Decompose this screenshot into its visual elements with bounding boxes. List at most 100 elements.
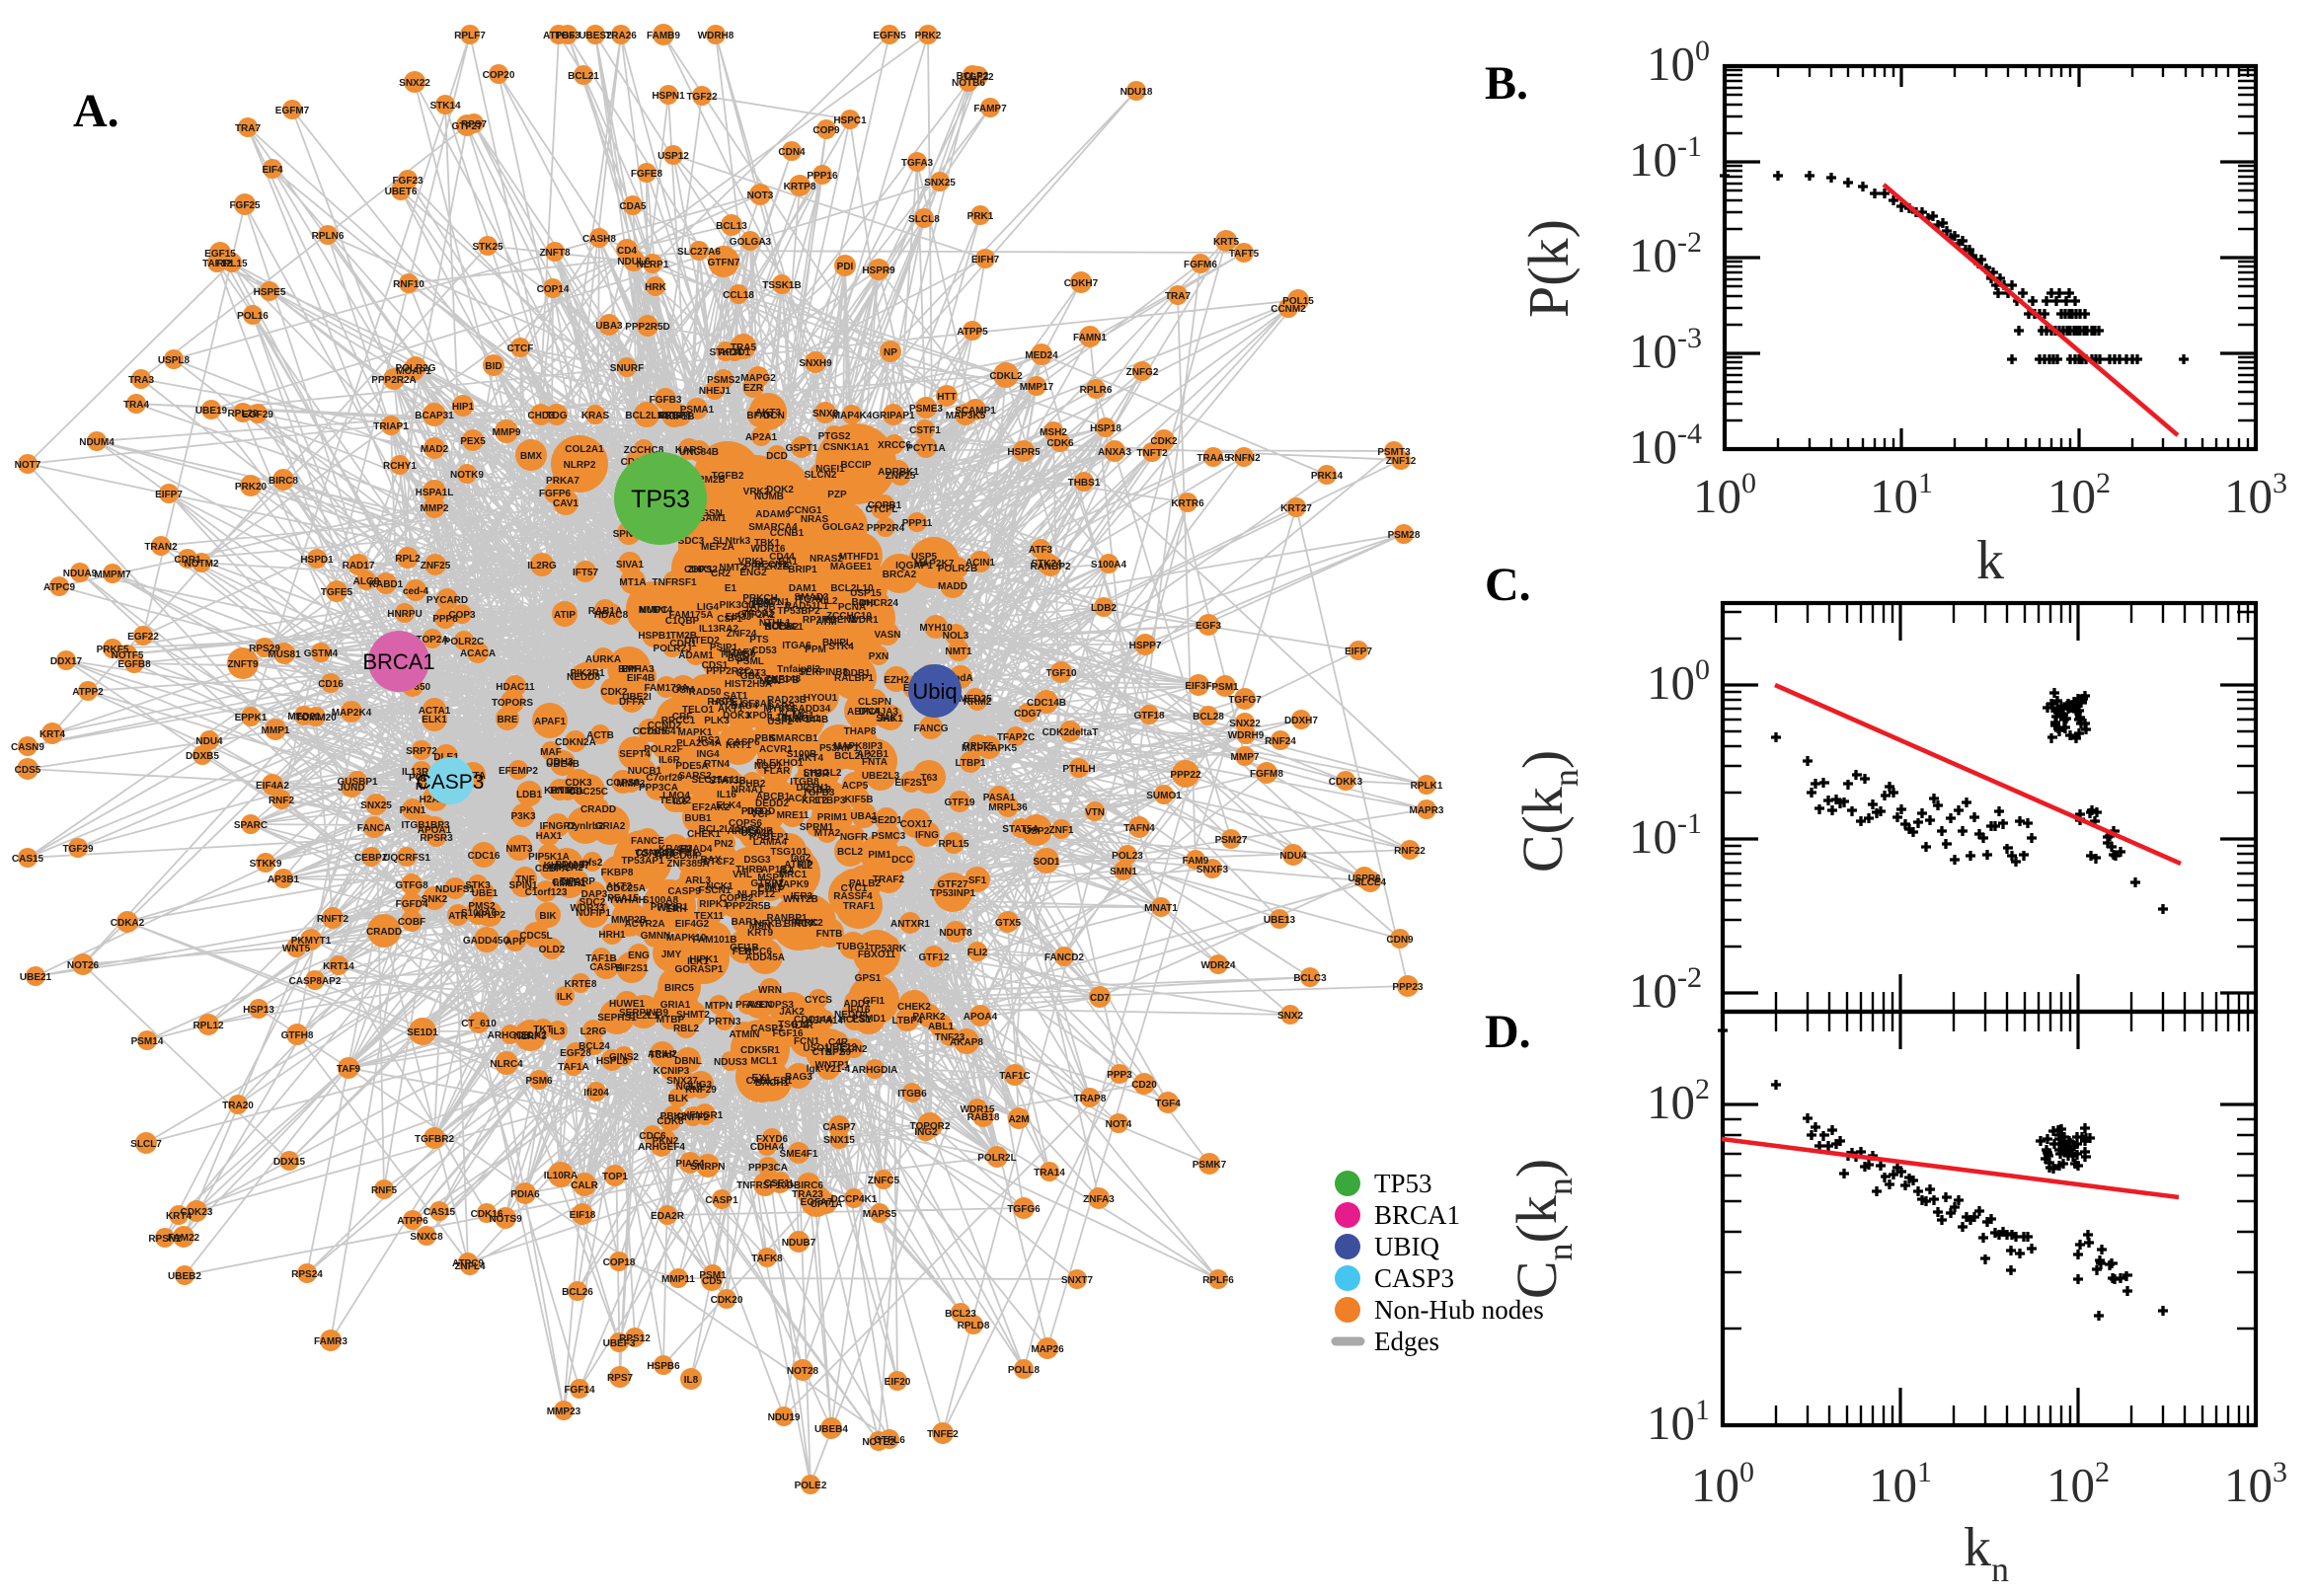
- svg-text:TP53AP1: TP53AP1: [621, 856, 664, 867]
- svg-text:RPL15: RPL15: [938, 839, 969, 850]
- svg-text:PPP3CA: PPP3CA: [639, 783, 678, 794]
- svg-text:ATRIP: ATRIP: [784, 860, 813, 871]
- svg-text:NEDD8: NEDD8: [567, 672, 600, 683]
- svg-text:SLCL7: SLCL7: [130, 1139, 162, 1150]
- svg-text:NGFR: NGFR: [840, 832, 869, 843]
- svg-text:NUFIP1: NUFIP1: [576, 908, 611, 919]
- svg-text:RBBP8: RBBP8: [657, 411, 691, 421]
- svg-text:FAM175A: FAM175A: [668, 610, 713, 621]
- svg-text:ZNF1: ZNF1: [1049, 825, 1074, 836]
- svg-text:FGF25: FGF25: [229, 200, 261, 211]
- svg-text:GADD34: GADD34: [791, 704, 831, 715]
- svg-text:MAP3K5: MAP3K5: [946, 411, 986, 421]
- svg-text:10-2: 10-2: [1629, 961, 1702, 1018]
- svg-text:ALG9: ALG9: [353, 576, 380, 587]
- svg-text:MAPK10: MAPK10: [666, 933, 707, 944]
- svg-text:PASA1: PASA1: [983, 793, 1016, 803]
- svg-text:GTFH8: GTFH8: [281, 1030, 314, 1041]
- svg-text:SIVA1: SIVA1: [616, 560, 645, 570]
- svg-text:POLL8: POLL8: [1008, 1365, 1041, 1376]
- svg-text:APOA1: APOA1: [418, 825, 452, 836]
- svg-text:CDK6: CDK6: [1046, 438, 1074, 449]
- svg-text:ITGB1BP3: ITGB1BP3: [402, 820, 450, 831]
- svg-text:MEF2A: MEF2A: [701, 542, 734, 553]
- svg-text:UBE21: UBE21: [20, 972, 52, 983]
- svg-text:NBN: NBN: [759, 676, 781, 687]
- svg-text:S100A4: S100A4: [1091, 560, 1127, 570]
- svg-text:HDAC8: HDAC8: [594, 610, 629, 621]
- svg-text:MAPK9: MAPK9: [774, 879, 809, 890]
- svg-text:RPS12: RPS12: [619, 1333, 651, 1344]
- svg-text:PLA2G4A: PLA2G4A: [676, 738, 722, 749]
- svg-text:EGF22: EGF22: [127, 632, 159, 643]
- svg-text:NEDD4: NEDD4: [834, 1010, 868, 1021]
- svg-text:CRADD: CRADD: [366, 927, 402, 938]
- svg-text:POLR2C: POLR2C: [444, 637, 485, 647]
- svg-text:MAF: MAF: [540, 747, 562, 758]
- svg-text:CSNK1A1: CSNK1A1: [823, 442, 870, 453]
- svg-text:Tnfaip8l2: Tnfaip8l2: [777, 664, 820, 675]
- svg-text:UBE1: UBE1: [472, 888, 499, 899]
- svg-text:P35: P35: [751, 599, 769, 610]
- svg-text:EFEMP2: EFEMP2: [499, 766, 538, 777]
- svg-text:FCN1: FCN1: [794, 1036, 820, 1047]
- svg-text:GOLGA2: GOLGA2: [822, 522, 865, 533]
- svg-text:RNFF2: RNFF2: [677, 1112, 710, 1123]
- svg-text:WT1: WT1: [656, 903, 678, 914]
- svg-text:MRC1: MRC1: [779, 870, 808, 880]
- svg-text:SDC2: SDC2: [579, 897, 606, 908]
- svg-text:PCNA: PCNA: [838, 602, 866, 613]
- svg-text:CDG7: CDG7: [1014, 709, 1042, 720]
- svg-text:HSPA14: HSPA14: [806, 1016, 844, 1026]
- svg-text:UBES2: UBES2: [579, 31, 612, 41]
- svg-text:PDIA6: PDIA6: [510, 1189, 540, 1200]
- svg-text:DDXH7: DDXH7: [1284, 716, 1318, 726]
- svg-text:WDR24: WDR24: [1200, 960, 1235, 971]
- svg-text:IFNG: IFNG: [915, 830, 939, 841]
- svg-text:PBK2: PBK2: [660, 1111, 687, 1122]
- svg-text:HUWE1: HUWE1: [609, 999, 646, 1010]
- svg-text:Ubiq: Ubiq: [912, 679, 957, 704]
- svg-text:SPNS1: SPNS1: [613, 529, 646, 540]
- svg-text:CD44: CD44: [769, 552, 795, 563]
- svg-text:TIMM50: TIMM50: [720, 649, 756, 660]
- svg-text:MOAP1: MOAP1: [396, 366, 431, 377]
- svg-text:FLI1: FLI1: [733, 947, 753, 957]
- svg-text:CCNE1: CCNE1: [552, 877, 585, 888]
- svg-text:BIRC5: BIRC5: [664, 983, 694, 994]
- svg-text:FNTB: FNTB: [816, 929, 843, 940]
- svg-text:ARIH2: ARIH2: [648, 1049, 677, 1060]
- svg-text:MTA2: MTA2: [814, 828, 841, 839]
- svg-text:RAD17: RAD17: [343, 561, 375, 571]
- svg-text:EZR: EZR: [743, 383, 764, 394]
- svg-text:PRKA7: PRKA7: [546, 476, 579, 487]
- svg-text:CDK5R1: CDK5R1: [740, 1045, 780, 1056]
- svg-text:Non-Hub nodes: Non-Hub nodes: [1374, 1295, 1544, 1325]
- svg-text:DCTN1: DCTN1: [796, 783, 829, 794]
- svg-text:RALBP1: RALBP1: [834, 673, 874, 684]
- svg-text:C7orf20: C7orf20: [646, 773, 683, 784]
- svg-text:TRA4: TRA4: [123, 400, 150, 411]
- svg-text:KRT4: KRT4: [39, 729, 66, 740]
- svg-text:CRADD: CRADD: [580, 804, 616, 815]
- svg-text:POLR2J: POLR2J: [654, 644, 692, 654]
- svg-text:ADD1: ADD1: [843, 999, 871, 1010]
- svg-text:STKD4: STKD4: [710, 347, 742, 358]
- svg-text:VRK2: VRK2: [743, 487, 770, 497]
- svg-text:ENG2: ENG2: [739, 568, 767, 578]
- svg-text:BIRC6: BIRC6: [794, 1180, 823, 1191]
- svg-text:EZH2: EZH2: [884, 675, 909, 686]
- svg-text:AC1: AC1: [788, 794, 808, 804]
- svg-text:OLD2: OLD2: [539, 945, 566, 955]
- svg-text:PPP16: PPP16: [807, 171, 838, 182]
- svg-text:BAG3: BAG3: [785, 1072, 812, 1083]
- svg-text:ZNF25: ZNF25: [886, 471, 916, 482]
- svg-text:NMT3: NMT3: [505, 844, 533, 855]
- svg-text:BCL2L2: BCL2L2: [834, 751, 872, 762]
- svg-text:PKN1: PKN1: [400, 805, 426, 816]
- svg-text:PJA1: PJA1: [757, 882, 782, 893]
- svg-text:PKN2: PKN2: [653, 1136, 679, 1147]
- svg-text:RIPK2: RIPK2: [794, 918, 823, 929]
- svg-text:PZP: PZP: [827, 490, 847, 500]
- svg-text:HSPE1: HSPE1: [712, 697, 744, 708]
